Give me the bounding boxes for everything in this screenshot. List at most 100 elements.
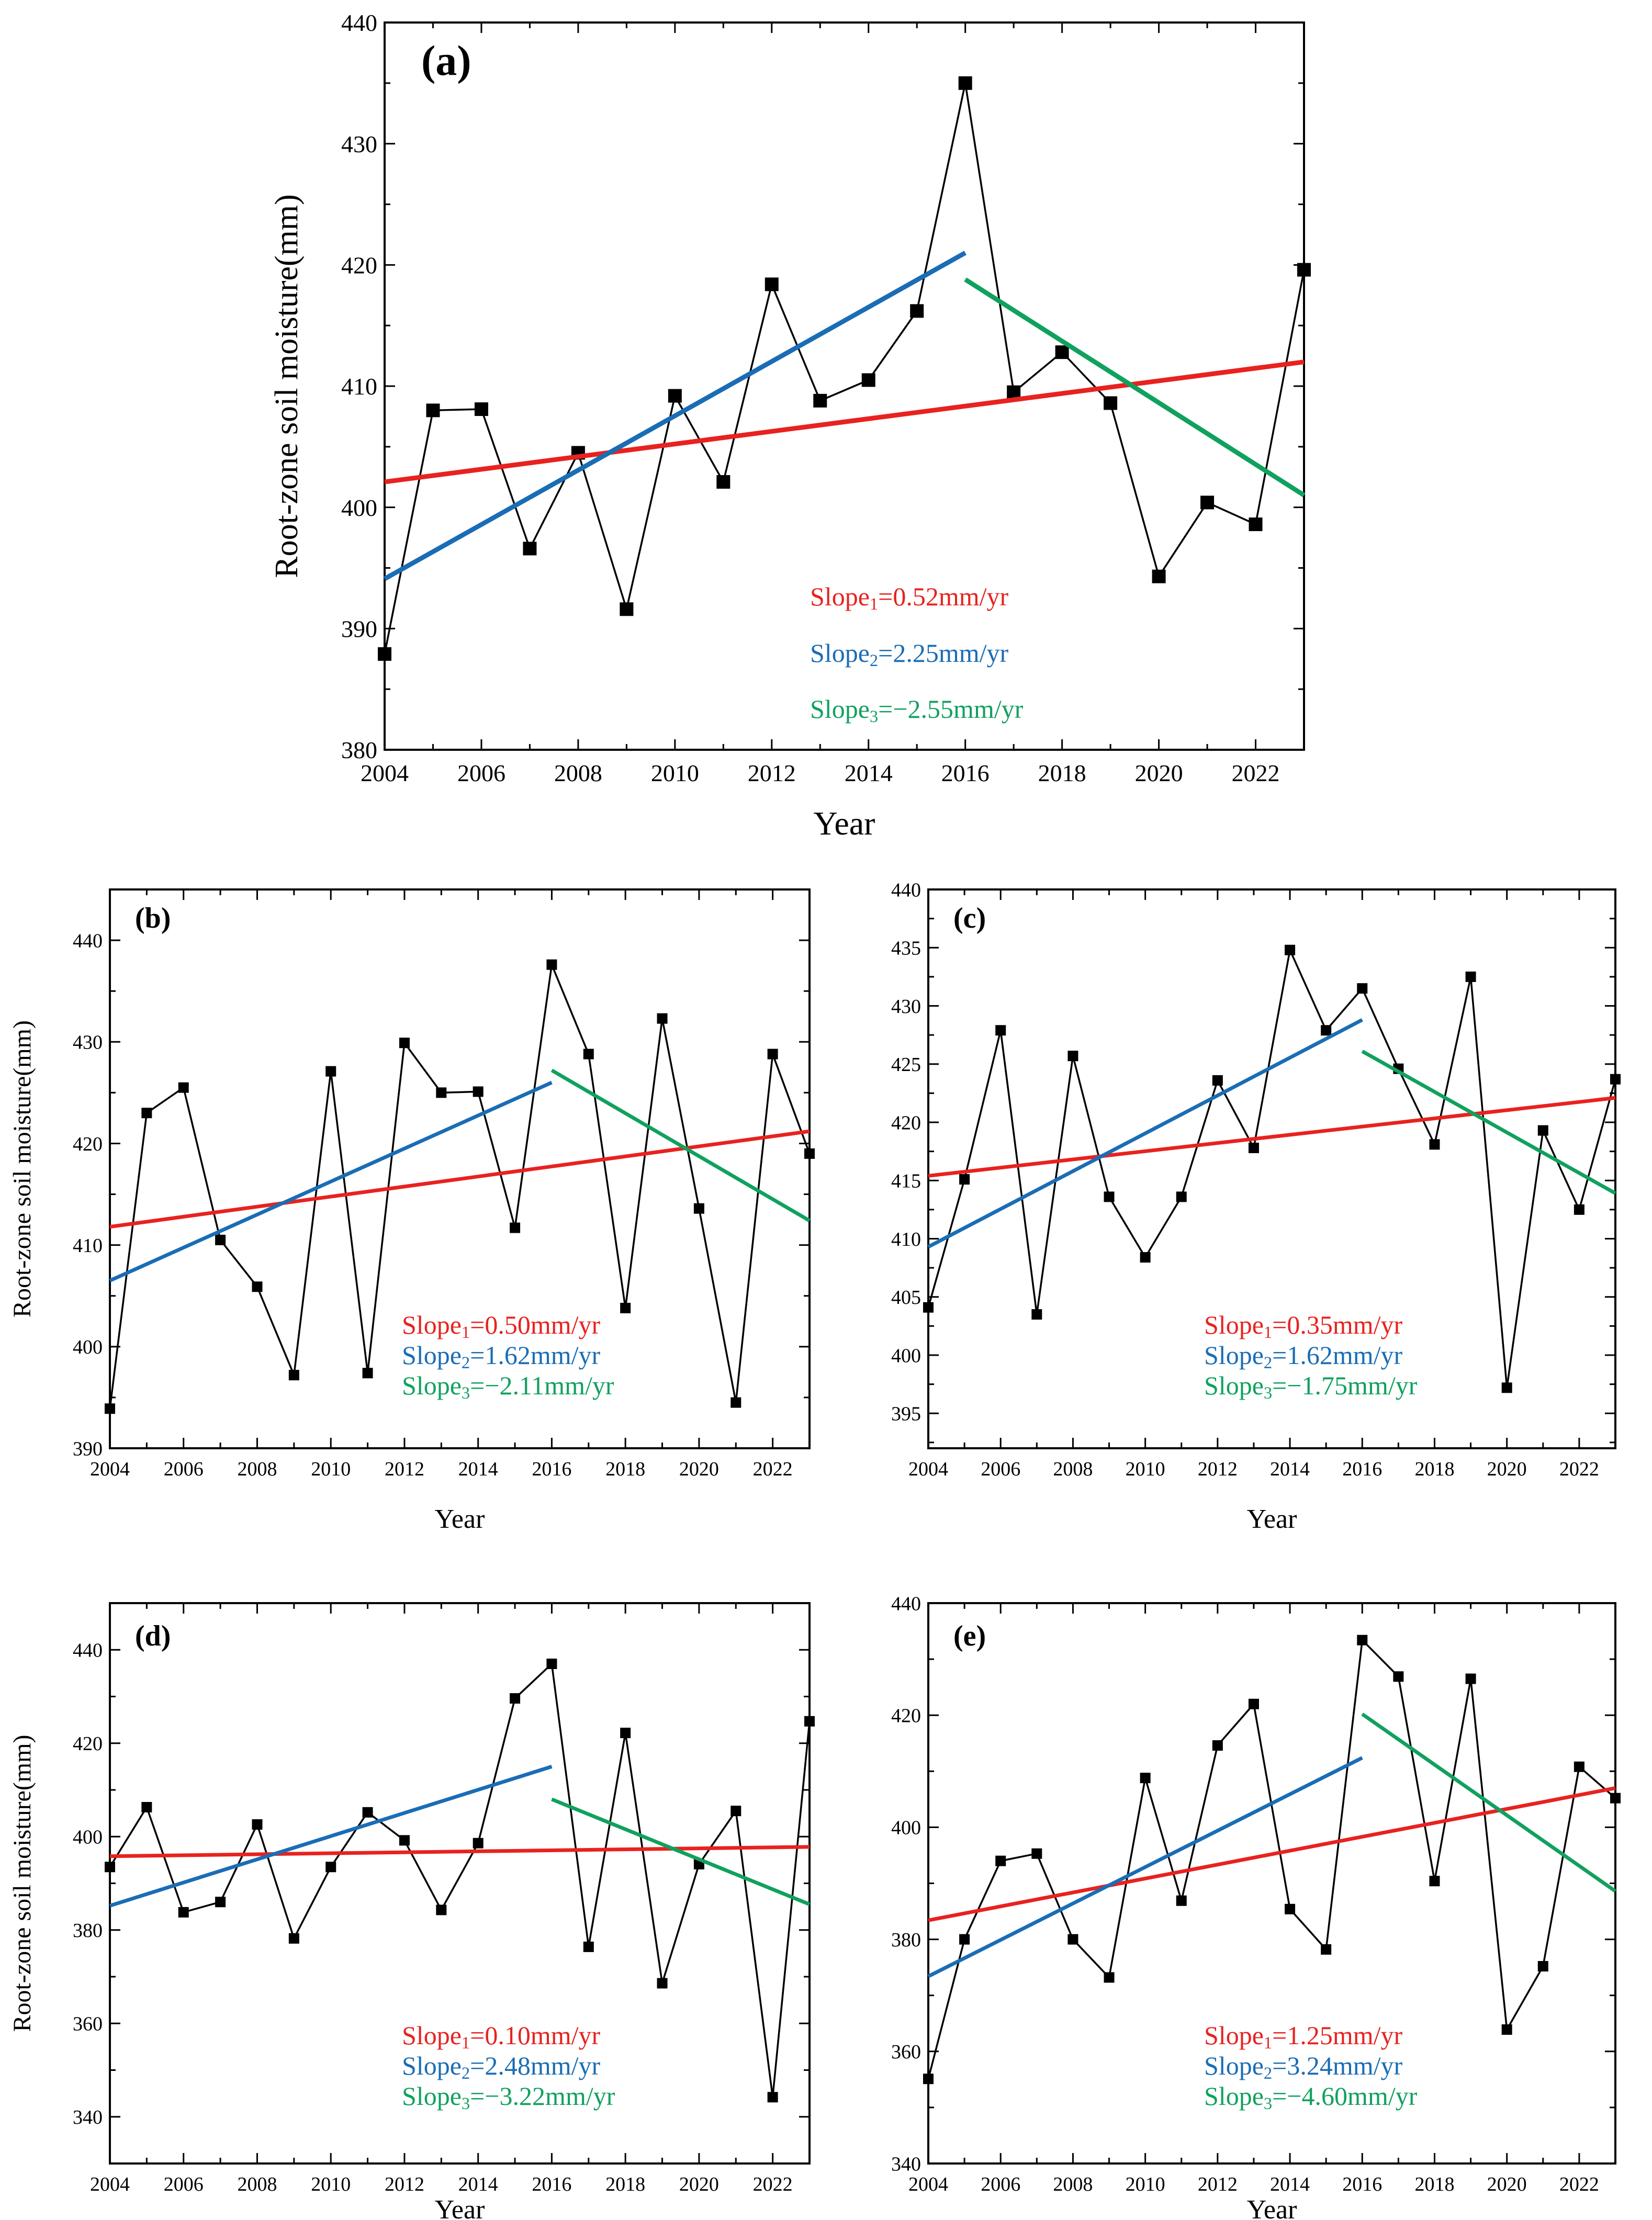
data-point [436, 1087, 447, 1098]
data-point [1200, 495, 1215, 510]
data-point [510, 1222, 521, 1233]
data-point [474, 402, 488, 416]
x-tick-label: 2016 [532, 2173, 571, 2195]
y-tick-label: 425 [891, 1054, 921, 1076]
data-point [765, 277, 779, 291]
data-point [1067, 1934, 1078, 1945]
data-point [668, 389, 682, 403]
y-tick-label: 410 [73, 1235, 103, 1257]
x-axis-title: Year [435, 1504, 485, 1534]
y-tick-label: 440 [891, 879, 921, 901]
x-tick-label: 2008 [1053, 2173, 1093, 2195]
data-point [426, 403, 440, 418]
x-tick-label: 2022 [1232, 760, 1280, 786]
slope-annotation-1: Slope1=0.52mm/yr [810, 582, 1009, 614]
data-point [1067, 1051, 1078, 1062]
data-point [1212, 1740, 1223, 1751]
trend-line-slope3 [1361, 1712, 1617, 1893]
slope-annotation-2: Slope2=1.62mm/yr [1204, 1340, 1403, 1372]
x-tick-label: 2010 [1126, 2173, 1165, 2195]
x-tick-label: 2012 [1198, 2173, 1238, 2195]
panel-label: (a) [421, 37, 471, 84]
x-tick-label: 2004 [361, 760, 409, 786]
data-point [1610, 1793, 1621, 1804]
data-point [1249, 517, 1263, 532]
slope-annotation-2: Slope2=3.24mm/yr [1204, 2051, 1403, 2083]
chart-panel-b: 2004 2006 2008 2010 2012 2014 2016 2018 2020 2022… [8, 888, 815, 1534]
x-tick-label: 2008 [237, 2173, 277, 2195]
x-tick-label: 2010 [1126, 1458, 1165, 1480]
series-line [927, 946, 1616, 1388]
data-point [1537, 1125, 1548, 1136]
x-tick-label: 2020 [679, 1458, 719, 1480]
data-point [1465, 1673, 1476, 1684]
data-point [1248, 1142, 1259, 1153]
data-point [910, 304, 924, 318]
x-tick-label: 2006 [981, 2173, 1020, 2195]
data-point [1007, 385, 1021, 399]
slope-annotation-3: Slope3=−4.60mm/yr [1204, 2081, 1418, 2113]
x-tick-label: 2004 [908, 1458, 948, 1480]
y-tick-label: 395 [891, 1403, 921, 1425]
data-point [1031, 1309, 1042, 1320]
x-tick-label: 2018 [605, 2173, 645, 2195]
data-point [1574, 1204, 1584, 1215]
x-tick-label: 2014 [1270, 1458, 1310, 1480]
slope-annotation-3: Slope3=−2.11mm/yr [402, 1371, 614, 1403]
data-point [288, 1370, 299, 1381]
data-point [804, 1716, 815, 1727]
x-tick-label: 2010 [311, 1458, 351, 1480]
slope-annotation-1: Slope1=0.10mm/yr [402, 2021, 601, 2053]
data-point [1031, 1848, 1042, 1859]
x-tick-label: 2018 [1414, 1458, 1454, 1480]
data-point [378, 647, 391, 661]
data-point [767, 1049, 778, 1060]
x-tick-label: 2014 [1270, 2173, 1310, 2195]
data-point [178, 1907, 189, 1918]
data-point [583, 1049, 594, 1060]
y-tick-label: 440 [73, 1640, 103, 1662]
chart-panel-d: 2004 2006 2008 2010 2012 2014 2016 2018 2020 2022… [8, 1602, 815, 2220]
data-point [1393, 1671, 1404, 1682]
x-tick-label: 2022 [753, 1458, 793, 1480]
x-tick-label: 2018 [605, 1458, 645, 1480]
data-point [1104, 1191, 1115, 1202]
y-tick-label: 420 [891, 1705, 921, 1727]
data-point [693, 1203, 704, 1214]
slope-annotation-2: Slope2=2.25mm/yr [810, 638, 1009, 670]
data-point [325, 1066, 336, 1077]
data-point [1176, 1191, 1187, 1202]
x-tick-label: 2014 [458, 2173, 498, 2195]
x-tick-label: 2020 [1487, 1458, 1527, 1480]
y-tick-label: 420 [73, 1133, 103, 1155]
data-point [141, 1108, 152, 1119]
y-tick-label: 390 [341, 615, 377, 642]
data-point [995, 1025, 1006, 1036]
data-point [583, 1941, 594, 1952]
data-point [1429, 1876, 1440, 1887]
data-point [959, 1934, 970, 1945]
data-point [436, 1905, 447, 1915]
data-point [362, 1368, 373, 1379]
data-point [325, 1862, 336, 1873]
y-tick-label: 360 [891, 2041, 921, 2063]
y-tick-label: 410 [891, 1229, 921, 1250]
data-point [620, 602, 634, 616]
x-tick-label: 2016 [941, 760, 990, 786]
x-tick-label: 2012 [1198, 1458, 1238, 1480]
panel-label: (d) [135, 1620, 171, 1652]
x-tick-label: 2008 [237, 1458, 277, 1480]
data-point [995, 1855, 1006, 1866]
series-line [109, 1662, 811, 2098]
y-axis-title: Root-zone soil moisture(mm) [8, 1020, 36, 1317]
data-point [1140, 1252, 1151, 1263]
trend-line-slope1 [384, 359, 1305, 484]
y-tick-label: 400 [73, 1827, 103, 1849]
y-tick-label: 400 [891, 1345, 921, 1367]
y-tick-label: 410 [341, 373, 377, 400]
x-tick-label: 2008 [1053, 1458, 1093, 1480]
data-point [1574, 1761, 1584, 1772]
data-point [1055, 345, 1069, 359]
data-point [510, 1693, 521, 1704]
slope-annotation-3: Slope3=−3.22mm/yr [402, 2081, 615, 2113]
